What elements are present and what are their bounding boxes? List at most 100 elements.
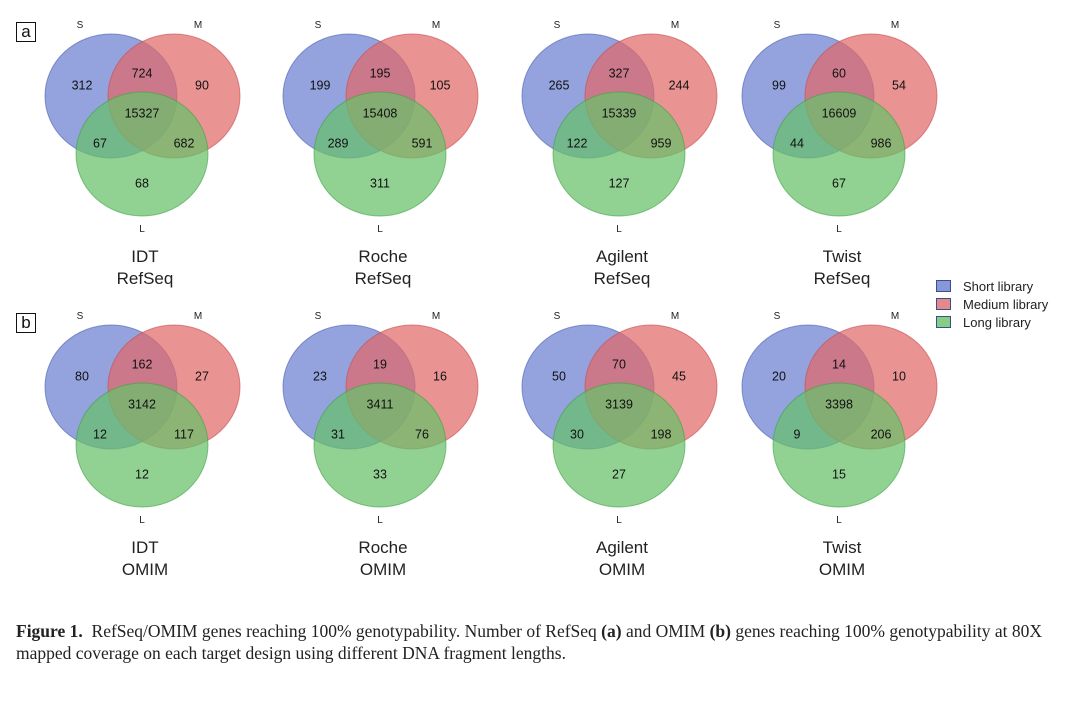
- region-count-l-only: 12: [135, 467, 149, 481]
- venn-roche-refseq: S M L 199 105 195 15408 289 591 311 Roche RefSeq: [268, 14, 498, 304]
- region-count-s-l: 30: [570, 427, 584, 441]
- caption-text-3: genes reaching 100% genotypability at 80…: [16, 621, 1042, 663]
- legend-item-long: Long library: [936, 313, 1048, 331]
- region-count-s-m: 70: [612, 357, 626, 371]
- venn-geneset-label: RefSeq: [116, 269, 174, 288]
- region-count-s-m: 60: [832, 66, 846, 80]
- region-count-s-l: 122: [567, 136, 588, 150]
- venn-idt-refseq: S M L 312 90 724 15327 67 682 68 IDT RefSeq: [30, 14, 260, 304]
- set-label-m: M: [432, 20, 440, 31]
- set-circle-l: [75, 382, 209, 508]
- set-circle-l: [313, 91, 447, 217]
- region-count-s-only: 199: [310, 78, 331, 92]
- region-count-l-only: 127: [609, 176, 630, 190]
- region-count-s-only: 265: [549, 78, 570, 92]
- set-label-m: M: [891, 20, 899, 31]
- legend-label-medium: Medium library: [963, 296, 1049, 312]
- region-count-s-m-l: 15327: [125, 106, 160, 120]
- region-count-s-m: 195: [370, 66, 391, 80]
- region-count-s-m: 724: [132, 66, 153, 80]
- caption-bold-a: (a): [601, 621, 622, 641]
- venn-svg: S M L 99 54 60 16609 44 986 67: [741, 20, 938, 235]
- region-count-l-only: 68: [135, 176, 149, 190]
- region-count-m-only: 244: [669, 78, 690, 92]
- panel-tag-b: b: [16, 313, 36, 333]
- set-label-s: S: [554, 20, 561, 31]
- region-count-m-l: 986: [871, 136, 892, 150]
- region-count-l-only: 67: [832, 176, 846, 190]
- set-label-l: L: [377, 515, 383, 526]
- legend-item-medium: Medium library: [936, 295, 1048, 313]
- region-count-s-l: 67: [93, 136, 107, 150]
- venn-geneset-label: RefSeq: [813, 269, 871, 288]
- venn-twist-refseq: S M L 99 54 60 16609 44 986 67 Twist RefSeq: [727, 14, 957, 304]
- venn-geneset-label: OMIM: [598, 560, 646, 579]
- venn-vendor-label: Twist: [822, 538, 862, 557]
- region-count-m-only: 54: [892, 78, 906, 92]
- set-circle-l: [313, 382, 447, 508]
- region-count-m-l: 117: [174, 427, 194, 441]
- legend: Short library Medium library Long librar…: [936, 277, 1048, 331]
- set-label-s: S: [77, 20, 84, 31]
- legend-label-long: Long library: [963, 314, 1031, 330]
- region-count-m-only: 105: [430, 78, 451, 92]
- set-label-s: S: [315, 20, 322, 31]
- venn-svg: S M L 199 105 195 15408 289 591 311: [282, 20, 479, 235]
- region-count-m-l: 198: [651, 427, 672, 441]
- region-count-s-only: 312: [72, 78, 93, 92]
- caption-bold-b: (b): [709, 621, 731, 641]
- venn-agilent-omim: S M L 50 45 70 3139 30 198 27 Agilent OMIM: [507, 305, 737, 595]
- region-count-s-m-l: 16609: [822, 106, 857, 120]
- region-count-s-m-l: 3398: [825, 397, 853, 411]
- set-label-l: L: [139, 224, 145, 235]
- venn-roche-omim: S M L 23 16 19 3411 31 76 33 Roche OMIM: [268, 305, 498, 595]
- region-count-s-only: 20: [772, 369, 786, 383]
- region-count-s-m-l: 15339: [602, 106, 637, 120]
- venn-svg: S M L 23 16 19 3411 31 76 33: [282, 311, 479, 526]
- venn-vendor-label: Agilent: [596, 538, 648, 557]
- panel-tag-a: a: [16, 22, 36, 42]
- region-count-s-l: 31: [331, 427, 345, 441]
- region-count-m-l: 682: [174, 136, 195, 150]
- set-label-s: S: [315, 311, 322, 322]
- venn-svg: S M L 312 90 724 15327 67 682 68: [44, 20, 241, 235]
- region-count-m-only: 27: [195, 369, 209, 383]
- region-count-l-only: 27: [612, 467, 626, 481]
- venn-svg: S M L 50 45 70 3139 30 198 27: [521, 311, 718, 526]
- venn-vendor-label: Agilent: [596, 247, 648, 266]
- set-label-s: S: [774, 20, 781, 31]
- set-label-m: M: [432, 311, 440, 322]
- venn-geneset-label: RefSeq: [354, 269, 412, 288]
- region-count-m-only: 45: [672, 369, 686, 383]
- region-count-m-l: 76: [415, 427, 429, 441]
- venn-vendor-label: Roche: [358, 538, 408, 557]
- legend-label-short: Short library: [963, 278, 1034, 294]
- region-count-s-m-l: 15408: [363, 106, 398, 120]
- region-count-s-m: 14: [832, 357, 846, 371]
- region-count-m-only: 90: [195, 78, 209, 92]
- region-count-m-l: 959: [651, 136, 672, 150]
- region-count-s-only: 50: [552, 369, 566, 383]
- caption-label: Figure 1.: [16, 621, 83, 641]
- set-label-l: L: [836, 224, 842, 235]
- set-label-m: M: [671, 20, 679, 31]
- venn-vendor-label: Twist: [822, 247, 862, 266]
- region-count-s-l: 12: [93, 427, 107, 441]
- set-circle-l: [75, 91, 209, 217]
- region-count-m-only: 16: [433, 369, 447, 383]
- set-circle-l: [772, 382, 906, 508]
- region-count-s-m-l: 3411: [367, 397, 394, 411]
- venn-geneset-label: OMIM: [818, 560, 866, 579]
- set-label-m: M: [671, 311, 679, 322]
- region-count-l-only: 33: [373, 467, 387, 481]
- venn-vendor-label: IDT: [131, 538, 159, 557]
- set-circle-l: [552, 382, 686, 508]
- venn-geneset-label: OMIM: [121, 560, 169, 579]
- region-count-s-l: 9: [794, 427, 801, 441]
- venn-idt-omim: S M L 80 27 162 3142 12 117 12 IDT OMIM: [30, 305, 260, 595]
- region-count-s-m-l: 3142: [128, 397, 156, 411]
- region-count-s-only: 23: [313, 369, 327, 383]
- set-circle-l: [552, 91, 686, 217]
- set-label-m: M: [194, 20, 202, 31]
- set-label-l: L: [836, 515, 842, 526]
